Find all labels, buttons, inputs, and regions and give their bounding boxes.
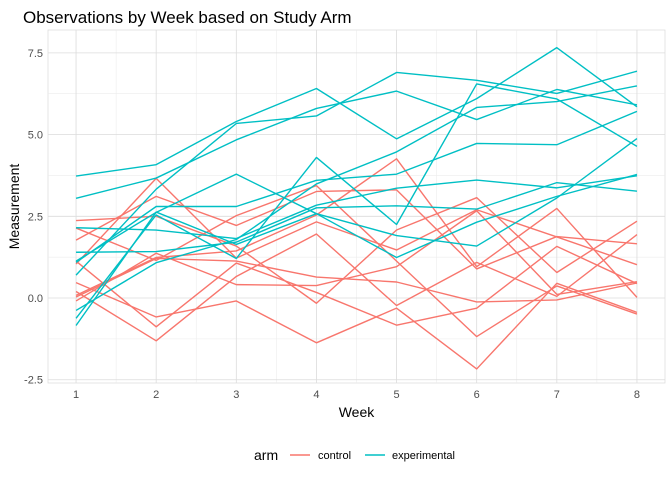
series-line-experimental	[75, 173, 638, 326]
y-axis-label: Measurement	[6, 164, 22, 250]
series-line-control	[75, 158, 638, 298]
x-axis-ticks: 1 2 3 4 5 6 7 8	[73, 389, 640, 401]
x-tick-label: 2	[153, 389, 159, 401]
chart-title: Observations by Week based on Study Arm	[23, 8, 352, 27]
series-line-control	[75, 245, 638, 328]
y-tick-label: -2.5	[24, 375, 43, 387]
series-line-experimental	[75, 85, 638, 312]
series-line-experimental	[76, 181, 638, 253]
legend-title: arm	[254, 447, 278, 463]
y-axis-ticks: -2.5 0.0 2.5 5.0 7.5	[24, 48, 43, 387]
series-line-experimental	[75, 137, 638, 262]
x-tick-label: 5	[394, 389, 400, 401]
y-tick-label: 0.0	[28, 293, 43, 305]
series-line-experimental	[75, 70, 638, 276]
series-lines	[75, 46, 638, 370]
series-line-control	[75, 233, 638, 342]
series-line-experimental	[75, 46, 638, 177]
series-line-control	[76, 196, 638, 304]
legend-label-control: control	[318, 450, 351, 462]
x-axis-label: Week	[339, 404, 376, 420]
series-line-control	[75, 184, 638, 338]
x-tick-label: 3	[233, 389, 239, 401]
x-tick-label: 4	[313, 389, 319, 401]
x-tick-label: 1	[73, 389, 79, 401]
y-tick-label: 2.5	[28, 211, 43, 223]
x-tick-label: 6	[474, 389, 480, 401]
series-line-experimental	[75, 88, 638, 200]
x-tick-label: 7	[554, 389, 560, 401]
series-line-control	[75, 282, 638, 370]
y-tick-label: 5.0	[28, 130, 43, 142]
x-tick-label: 8	[634, 389, 640, 401]
y-tick-label: 7.5	[28, 48, 43, 60]
legend: arm control experimental	[254, 447, 455, 463]
legend-label-experimental: experimental	[392, 450, 455, 462]
series-line-experimental	[75, 83, 638, 319]
